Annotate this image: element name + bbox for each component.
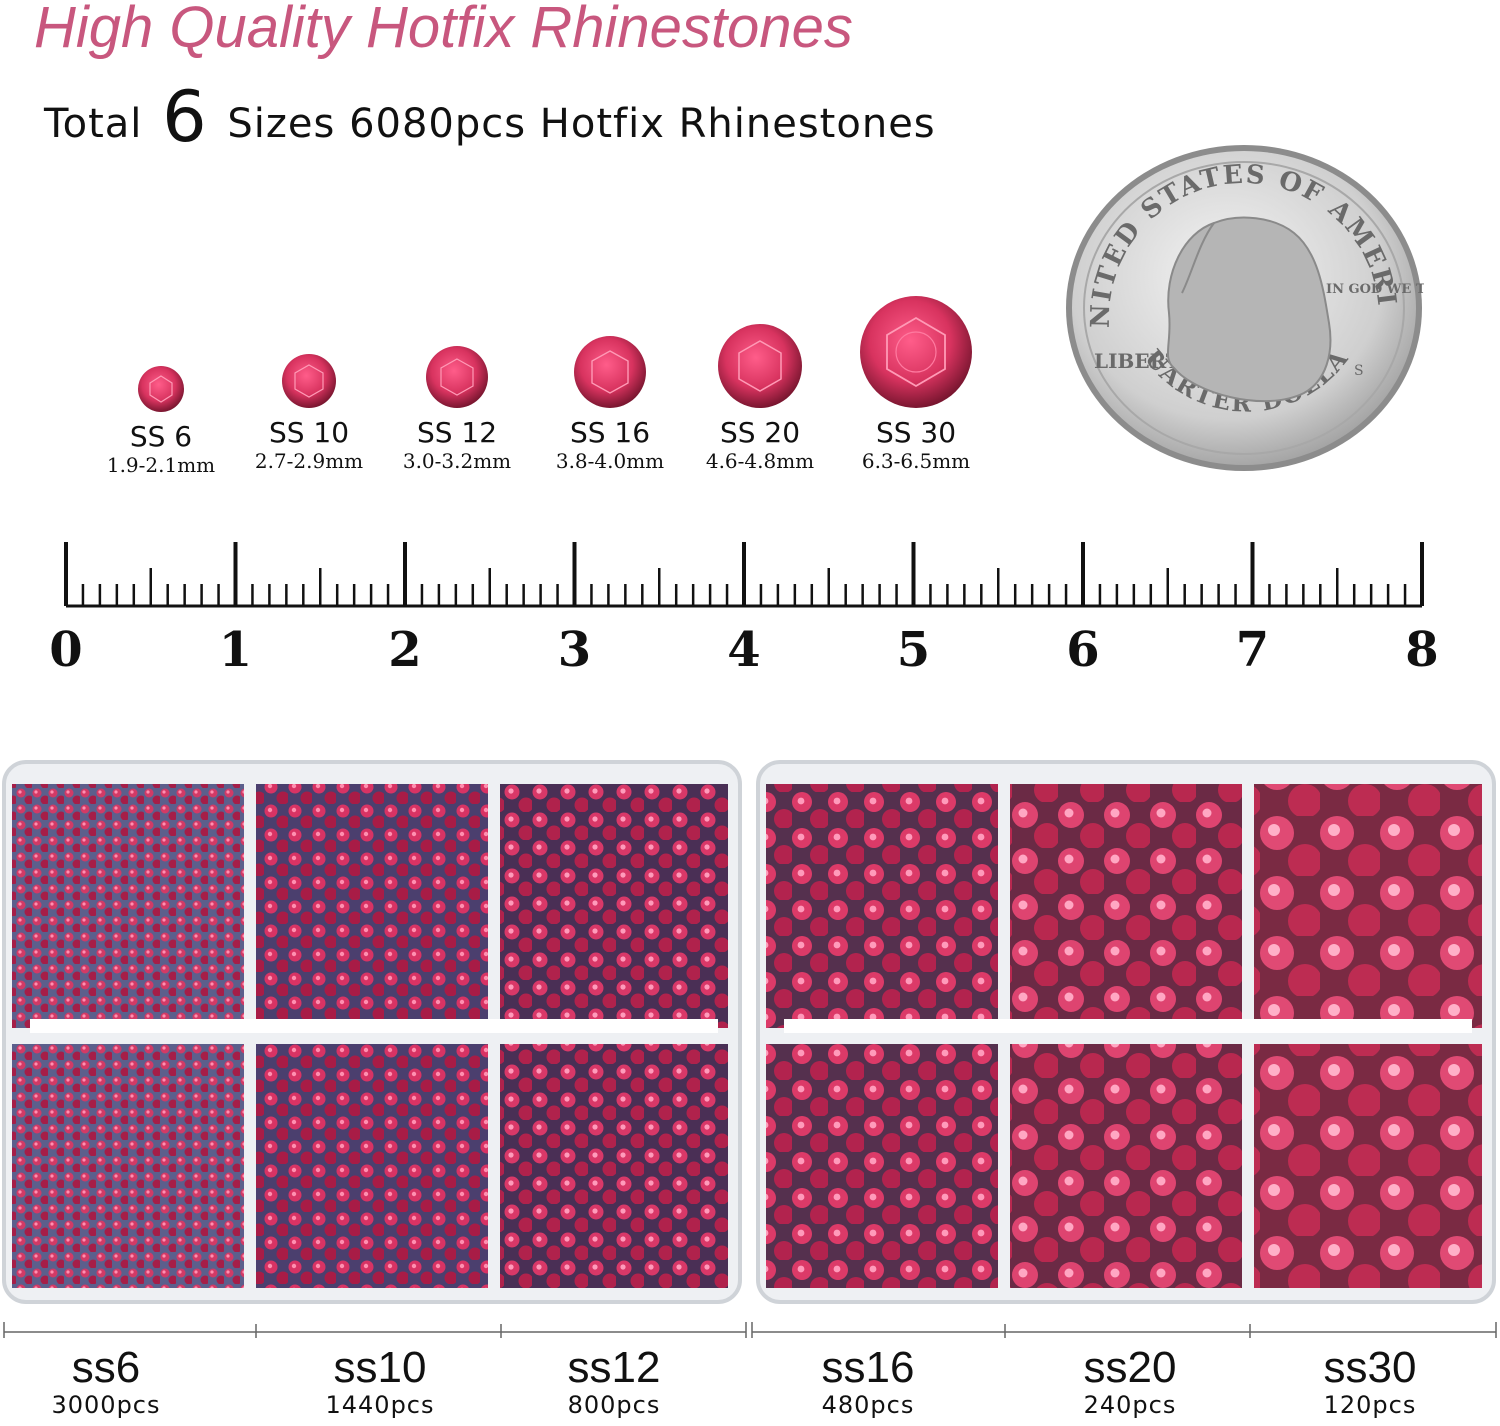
tray-label-ss10: ss10 1440pcs [260, 1343, 500, 1420]
tray-label-ss12: ss12 800pcs [494, 1343, 734, 1420]
tray-label-ss30: ss30 120pcs [1250, 1343, 1490, 1420]
rhinestone-icon [718, 324, 802, 408]
coin-mint-mark: S [1354, 363, 1364, 379]
washington-profile-icon [1166, 216, 1332, 403]
stone-sample-ss6: SS 6 1.9-2.1mm [81, 364, 241, 477]
page-title: High Quality Hotfix Rhinestones [34, 0, 853, 60]
rhinestone-icon [282, 354, 336, 408]
tray-piece-count: 3000pcs [51, 1391, 161, 1419]
stone-size-name: SS 16 [569, 416, 651, 449]
ruler-label: 5 [897, 622, 930, 678]
tray-piece-count: 1440pcs [325, 1391, 435, 1419]
rhinestone-icon [860, 296, 972, 408]
subtitle-prefix: Total [44, 101, 143, 147]
stone-size-name: SS 30 [875, 416, 957, 449]
rhinestone-icon [426, 346, 488, 408]
tray-size-name: ss6 [71, 1343, 141, 1392]
ruler-label: 7 [1236, 622, 1269, 678]
subtitle-size-count: 6 [162, 76, 208, 158]
stone-sample-ss10: SS 10 2.7-2.9mm [229, 352, 389, 473]
quarter-coin-image: UNITED STATES OF AMERICA QUARTER DOLLAR … [1064, 143, 1424, 471]
tray-label-ss16: ss16 480pcs [748, 1343, 988, 1420]
stone-size-mm: 6.3-6.5mm [861, 449, 971, 473]
stone-sample-ss30: SS 30 6.3-6.5mm [836, 294, 996, 473]
ruler-label: 1 [219, 622, 252, 678]
tray-piece-count: 480pcs [821, 1391, 915, 1419]
ruler-label: 2 [388, 622, 421, 678]
stone-size-mm: 3.8-4.0mm [555, 449, 665, 473]
ruler-label: 4 [727, 622, 760, 678]
stone-size-mm: 1.9-2.1mm [106, 453, 216, 477]
stone-sample-ss12: SS 12 3.0-3.2mm [377, 344, 537, 473]
tray-size-name: ss12 [567, 1343, 661, 1392]
tray-size-name: ss10 [333, 1343, 427, 1392]
ruler: 0 1 2 3 4 5 6 7 8 [49, 542, 1439, 678]
tray-size-name: ss30 [1323, 1343, 1417, 1392]
ruler-label: 6 [1066, 622, 1099, 678]
stone-size-mm: 3.0-3.2mm [402, 449, 512, 473]
tray-divider-scale [3, 1322, 1497, 1338]
stone-size-name: SS 6 [129, 420, 193, 453]
stone-size-name: SS 10 [268, 416, 350, 449]
tray-piece-count: 800pcs [567, 1391, 661, 1419]
tray-size-name: ss16 [821, 1343, 915, 1392]
stone-size-name: SS 12 [416, 416, 498, 449]
tray-label-ss6: ss6 3000pcs [0, 1343, 226, 1420]
stone-size-name: SS 20 [719, 416, 801, 449]
subtitle-suffix: Sizes 6080pcs Hotfix Rhinestones [227, 101, 936, 147]
ruler-label: 0 [49, 622, 82, 678]
tray-piece-count: 120pcs [1323, 1391, 1417, 1419]
ruler-label: 3 [558, 622, 591, 678]
rhinestone-icon [138, 366, 184, 412]
tray-size-name: ss20 [1083, 1343, 1177, 1392]
stone-size-mm: 4.6-4.8mm [705, 449, 815, 473]
coin-motto-text: IN GOD WE TRUST [1326, 282, 1424, 297]
stone-sample-ss20: SS 20 4.6-4.8mm [680, 322, 840, 473]
subtitle: Total 6 Sizes 6080pcs Hotfix Rhinestones [44, 76, 936, 158]
rhinestone-icon [574, 336, 646, 408]
stone-sample-ss16: SS 16 3.8-4.0mm [530, 334, 690, 473]
ruler-label: 8 [1405, 622, 1438, 678]
rhinestone-trays-photo [2, 760, 1496, 1304]
tray-piece-count: 240pcs [1083, 1391, 1177, 1419]
stone-size-mm: 2.7-2.9mm [254, 449, 364, 473]
tray-label-ss20: ss20 240pcs [1010, 1343, 1250, 1420]
